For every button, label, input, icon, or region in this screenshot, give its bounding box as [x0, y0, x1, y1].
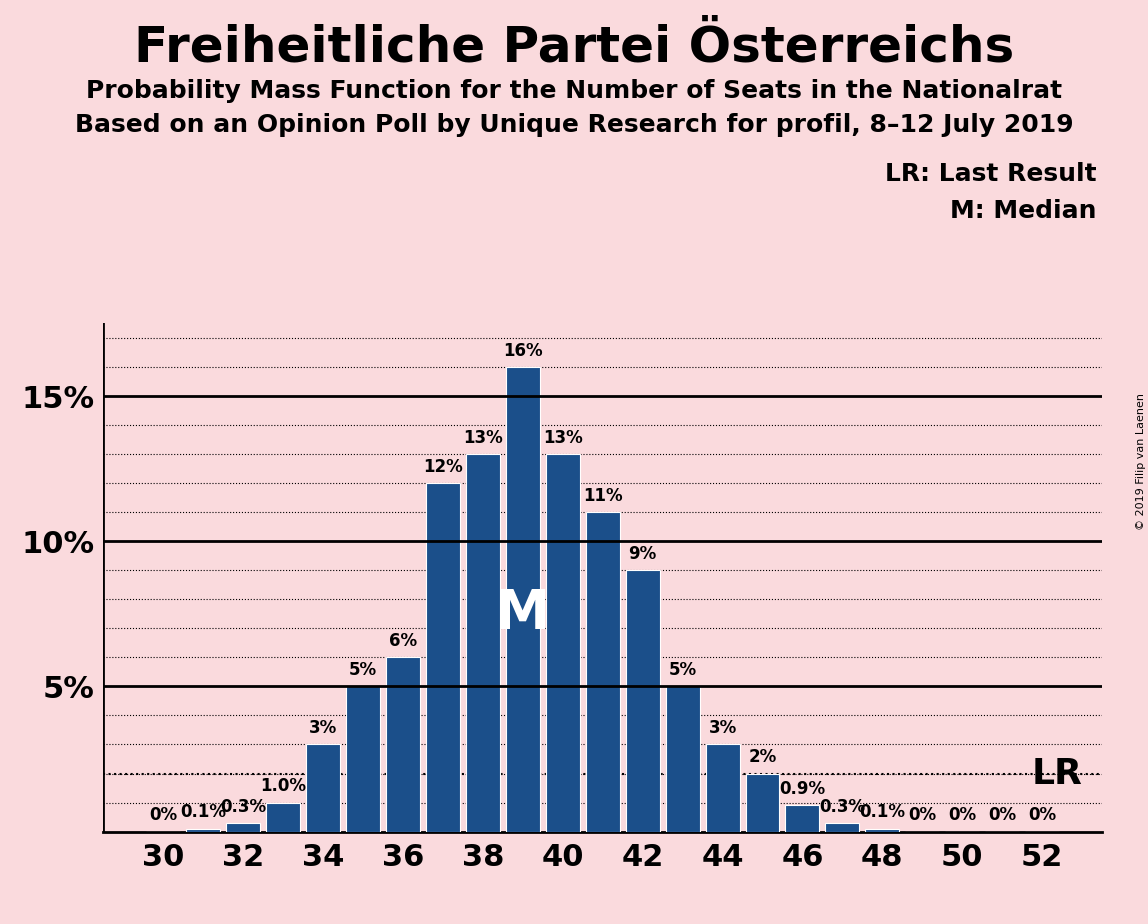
Text: 16%: 16%	[503, 342, 543, 359]
Bar	[785, 806, 820, 832]
Bar	[745, 773, 779, 832]
Text: 3%: 3%	[708, 719, 737, 737]
Bar	[226, 823, 261, 832]
Text: 0%: 0%	[988, 807, 1016, 824]
Bar	[666, 687, 699, 832]
Text: LR: LR	[1031, 757, 1083, 791]
Text: M: M	[495, 587, 550, 641]
Text: 2%: 2%	[748, 748, 777, 766]
Bar	[426, 483, 460, 832]
Text: 0%: 0%	[1029, 807, 1056, 824]
Text: 12%: 12%	[422, 458, 463, 476]
Text: Probability Mass Function for the Number of Seats in the Nationalrat: Probability Mass Function for the Number…	[86, 79, 1062, 103]
Bar	[866, 829, 899, 832]
Text: 0%: 0%	[149, 807, 177, 824]
Text: 0.1%: 0.1%	[180, 804, 226, 821]
Text: 13%: 13%	[543, 429, 583, 447]
Bar	[506, 367, 540, 832]
Text: 5%: 5%	[349, 662, 377, 679]
Bar	[545, 454, 580, 832]
Bar	[186, 829, 220, 832]
Text: 0.1%: 0.1%	[860, 804, 906, 821]
Text: 0.9%: 0.9%	[779, 780, 825, 798]
Bar	[626, 570, 660, 832]
Text: 3%: 3%	[309, 719, 338, 737]
Text: 9%: 9%	[628, 545, 657, 563]
Text: M: Median: M: Median	[949, 199, 1096, 223]
Text: 5%: 5%	[668, 662, 697, 679]
Text: 13%: 13%	[463, 429, 503, 447]
Text: Based on an Opinion Poll by Unique Research for profil, 8–12 July 2019: Based on an Opinion Poll by Unique Resea…	[75, 113, 1073, 137]
Text: 11%: 11%	[583, 487, 622, 505]
Text: 0.3%: 0.3%	[220, 797, 266, 816]
Text: LR: Last Result: LR: Last Result	[885, 162, 1096, 186]
Text: 6%: 6%	[389, 632, 417, 650]
Bar	[307, 745, 340, 832]
Bar	[346, 687, 380, 832]
Bar	[386, 657, 420, 832]
Text: 0%: 0%	[948, 807, 976, 824]
Bar	[266, 803, 300, 832]
Text: Freiheitliche Partei Österreichs: Freiheitliche Partei Österreichs	[134, 23, 1014, 71]
Text: 1.0%: 1.0%	[261, 777, 307, 796]
Bar	[825, 823, 860, 832]
Text: 0.3%: 0.3%	[820, 797, 866, 816]
Bar	[466, 454, 499, 832]
Bar	[585, 512, 620, 832]
Text: 0%: 0%	[908, 807, 937, 824]
Text: © 2019 Filip van Laenen: © 2019 Filip van Laenen	[1135, 394, 1146, 530]
Bar	[706, 745, 739, 832]
